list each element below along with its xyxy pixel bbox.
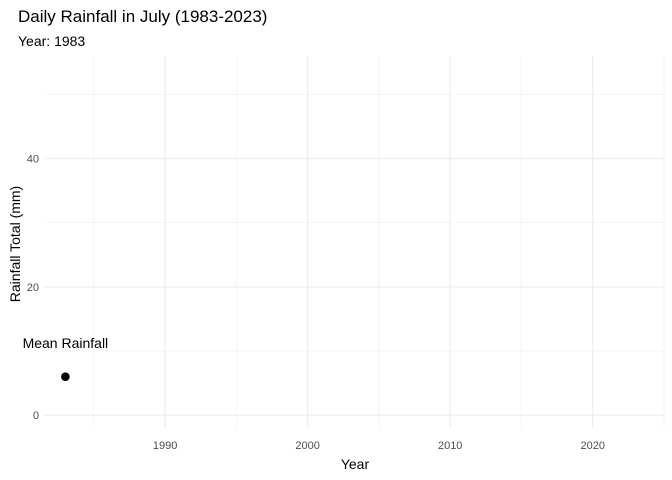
grid — [44, 56, 665, 428]
y-tick-label: 40 — [27, 154, 39, 166]
x-tick-label: 2010 — [438, 440, 462, 452]
x-tick-label: 2020 — [580, 440, 604, 452]
y-tick-label: 20 — [27, 282, 39, 294]
y-tick-label: 0 — [33, 410, 39, 422]
x-axis: 1990 2000 2010 2020 — [153, 440, 605, 452]
x-tick-label: 2000 — [295, 440, 319, 452]
y-axis: 0 20 40 — [27, 154, 39, 423]
chart-title: Daily Rainfall in July (1983-2023) — [18, 7, 267, 26]
data-point — [61, 372, 70, 381]
y-axis-title: Rainfall Total (mm) — [7, 186, 23, 302]
mean-rainfall-annotation: Mean Rainfall — [23, 335, 109, 351]
annotations: Mean Rainfall — [23, 335, 109, 351]
chart-subtitle: Year: 1983 — [18, 33, 85, 49]
x-tick-label: 1990 — [153, 440, 177, 452]
x-axis-title: Year — [341, 456, 370, 472]
data-points — [61, 372, 70, 381]
